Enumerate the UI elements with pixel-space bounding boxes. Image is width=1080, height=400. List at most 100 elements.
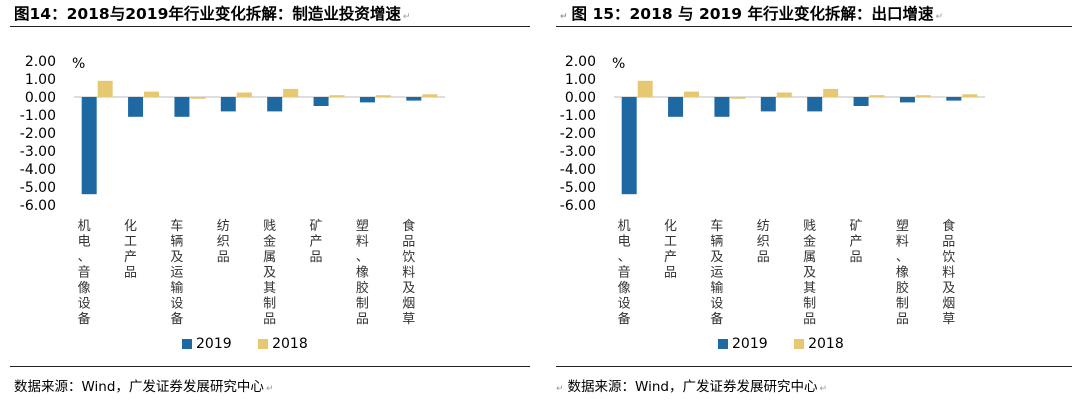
bar-2019-5	[853, 97, 869, 106]
bar-2019-3	[220, 97, 236, 112]
x-category-char: 化	[664, 219, 677, 234]
x-category-char: 纺	[757, 219, 770, 234]
x-category-char: 食	[402, 218, 415, 234]
x-category-char: 车	[710, 218, 723, 234]
bottom-rule	[556, 366, 1072, 367]
x-category-char: 像	[618, 281, 631, 296]
x-category-char: 金	[803, 234, 816, 250]
legend-swatch-2018	[794, 339, 805, 349]
x-category-label: 纺织品	[217, 219, 230, 265]
bar-2019-0	[621, 97, 637, 195]
x-category-char: 草	[402, 312, 415, 327]
x-category-char: 品	[217, 250, 230, 265]
x-category-char: 辆	[170, 235, 183, 250]
bar-2018-1	[144, 91, 160, 97]
y-tick-label: -6.00	[20, 198, 56, 214]
x-category-char: 食	[942, 218, 955, 234]
x-category-char: 品	[402, 235, 415, 250]
x-category-char: 品	[664, 266, 677, 281]
y-tick-label: -4.00	[20, 162, 56, 178]
bar-2019-6	[899, 97, 915, 103]
y-tick-label: 0.00	[25, 90, 56, 106]
x-category-char: 产	[124, 250, 137, 265]
x-category-char: 辆	[710, 235, 723, 250]
y-tick-label: -2.00	[560, 126, 596, 142]
x-category-char: 、	[78, 250, 91, 265]
bar-2019-5	[313, 97, 329, 106]
x-category-char: 备	[618, 311, 631, 327]
figure-15-title: ↵ 图 15：2018 与 2019 年行业变化拆解：出口增速 ↵	[560, 5, 944, 23]
x-category-char: 产	[850, 235, 863, 250]
x-category-char: 品	[942, 235, 955, 250]
x-category-label: 矿产品	[850, 219, 863, 265]
legend-item-2019: 2019	[182, 336, 232, 352]
x-category-char: 草	[942, 312, 955, 327]
legend-swatch-2019	[718, 339, 728, 349]
bar-2018-5	[869, 95, 885, 97]
legend-swatch-2019	[182, 339, 192, 349]
x-category-char: 烟	[402, 297, 415, 312]
x-category-char: 塑	[896, 219, 909, 234]
bar-2019-4	[267, 97, 283, 112]
bottom-rule	[10, 366, 530, 367]
x-category-char: 产	[310, 235, 323, 250]
x-category-char: 料	[356, 235, 369, 250]
x-category-char: 及	[803, 266, 816, 281]
x-category-char: 品	[757, 250, 770, 265]
x-category-char: 备	[78, 311, 91, 327]
x-category-char: 纺	[217, 219, 230, 234]
x-category-char: 矿	[850, 219, 863, 234]
x-category-char: 及	[710, 250, 723, 265]
y-tick-label: -4.00	[560, 162, 596, 178]
bar-2019-3	[760, 97, 776, 112]
x-category-char: 机	[78, 219, 91, 234]
figure-14-title: 图14：2018与2019年行业变化拆解：制造业投资增速 ↵	[14, 5, 411, 23]
bar-2019-7	[406, 97, 422, 101]
bar-2018-6	[915, 95, 931, 97]
x-category-char: 运	[170, 266, 183, 281]
x-category-char: 矿	[310, 219, 323, 234]
x-category-char: 制	[263, 297, 276, 312]
x-category-char: 品	[850, 250, 863, 265]
bar-2018-0	[637, 80, 653, 97]
y-tick-label: 2.00	[25, 54, 56, 70]
x-category-char: 制	[896, 297, 909, 312]
x-category-char: 设	[78, 297, 91, 312]
bar-2018-7	[962, 94, 978, 97]
bar-2019-2	[714, 97, 730, 117]
x-category-char: 品	[263, 312, 276, 327]
x-category-char: 产	[664, 250, 677, 265]
figure-14-legend: 2019 2018	[182, 336, 330, 352]
x-category-char: 设	[710, 297, 723, 312]
bar-2019-4	[807, 97, 823, 112]
x-category-char: 属	[263, 250, 276, 265]
x-category-char: 塑	[356, 219, 369, 234]
legend-swatch-2018	[258, 339, 269, 349]
y-tick-label: -5.00	[20, 180, 56, 196]
x-category-char: 贱	[263, 219, 276, 234]
bar-2019-7	[946, 97, 962, 101]
figure-15-legend: 2019 2018	[718, 336, 866, 352]
bar-2018-2	[730, 97, 746, 99]
bar-2018-0	[97, 80, 113, 97]
legend-item-2018: 2018	[794, 336, 844, 352]
x-category-char: 橡	[896, 266, 909, 281]
x-category-char: 电	[618, 235, 631, 250]
x-category-char: 品	[356, 312, 369, 327]
x-category-char: 及	[170, 250, 183, 265]
y-tick-label: -5.00	[560, 180, 596, 196]
x-category-char: 胶	[356, 280, 369, 296]
x-category-char: 车	[170, 218, 183, 234]
y-axis-unit: %	[72, 56, 85, 72]
x-category-char: 、	[618, 250, 631, 265]
x-category-char: 橡	[356, 266, 369, 281]
x-category-char: 输	[710, 280, 723, 296]
